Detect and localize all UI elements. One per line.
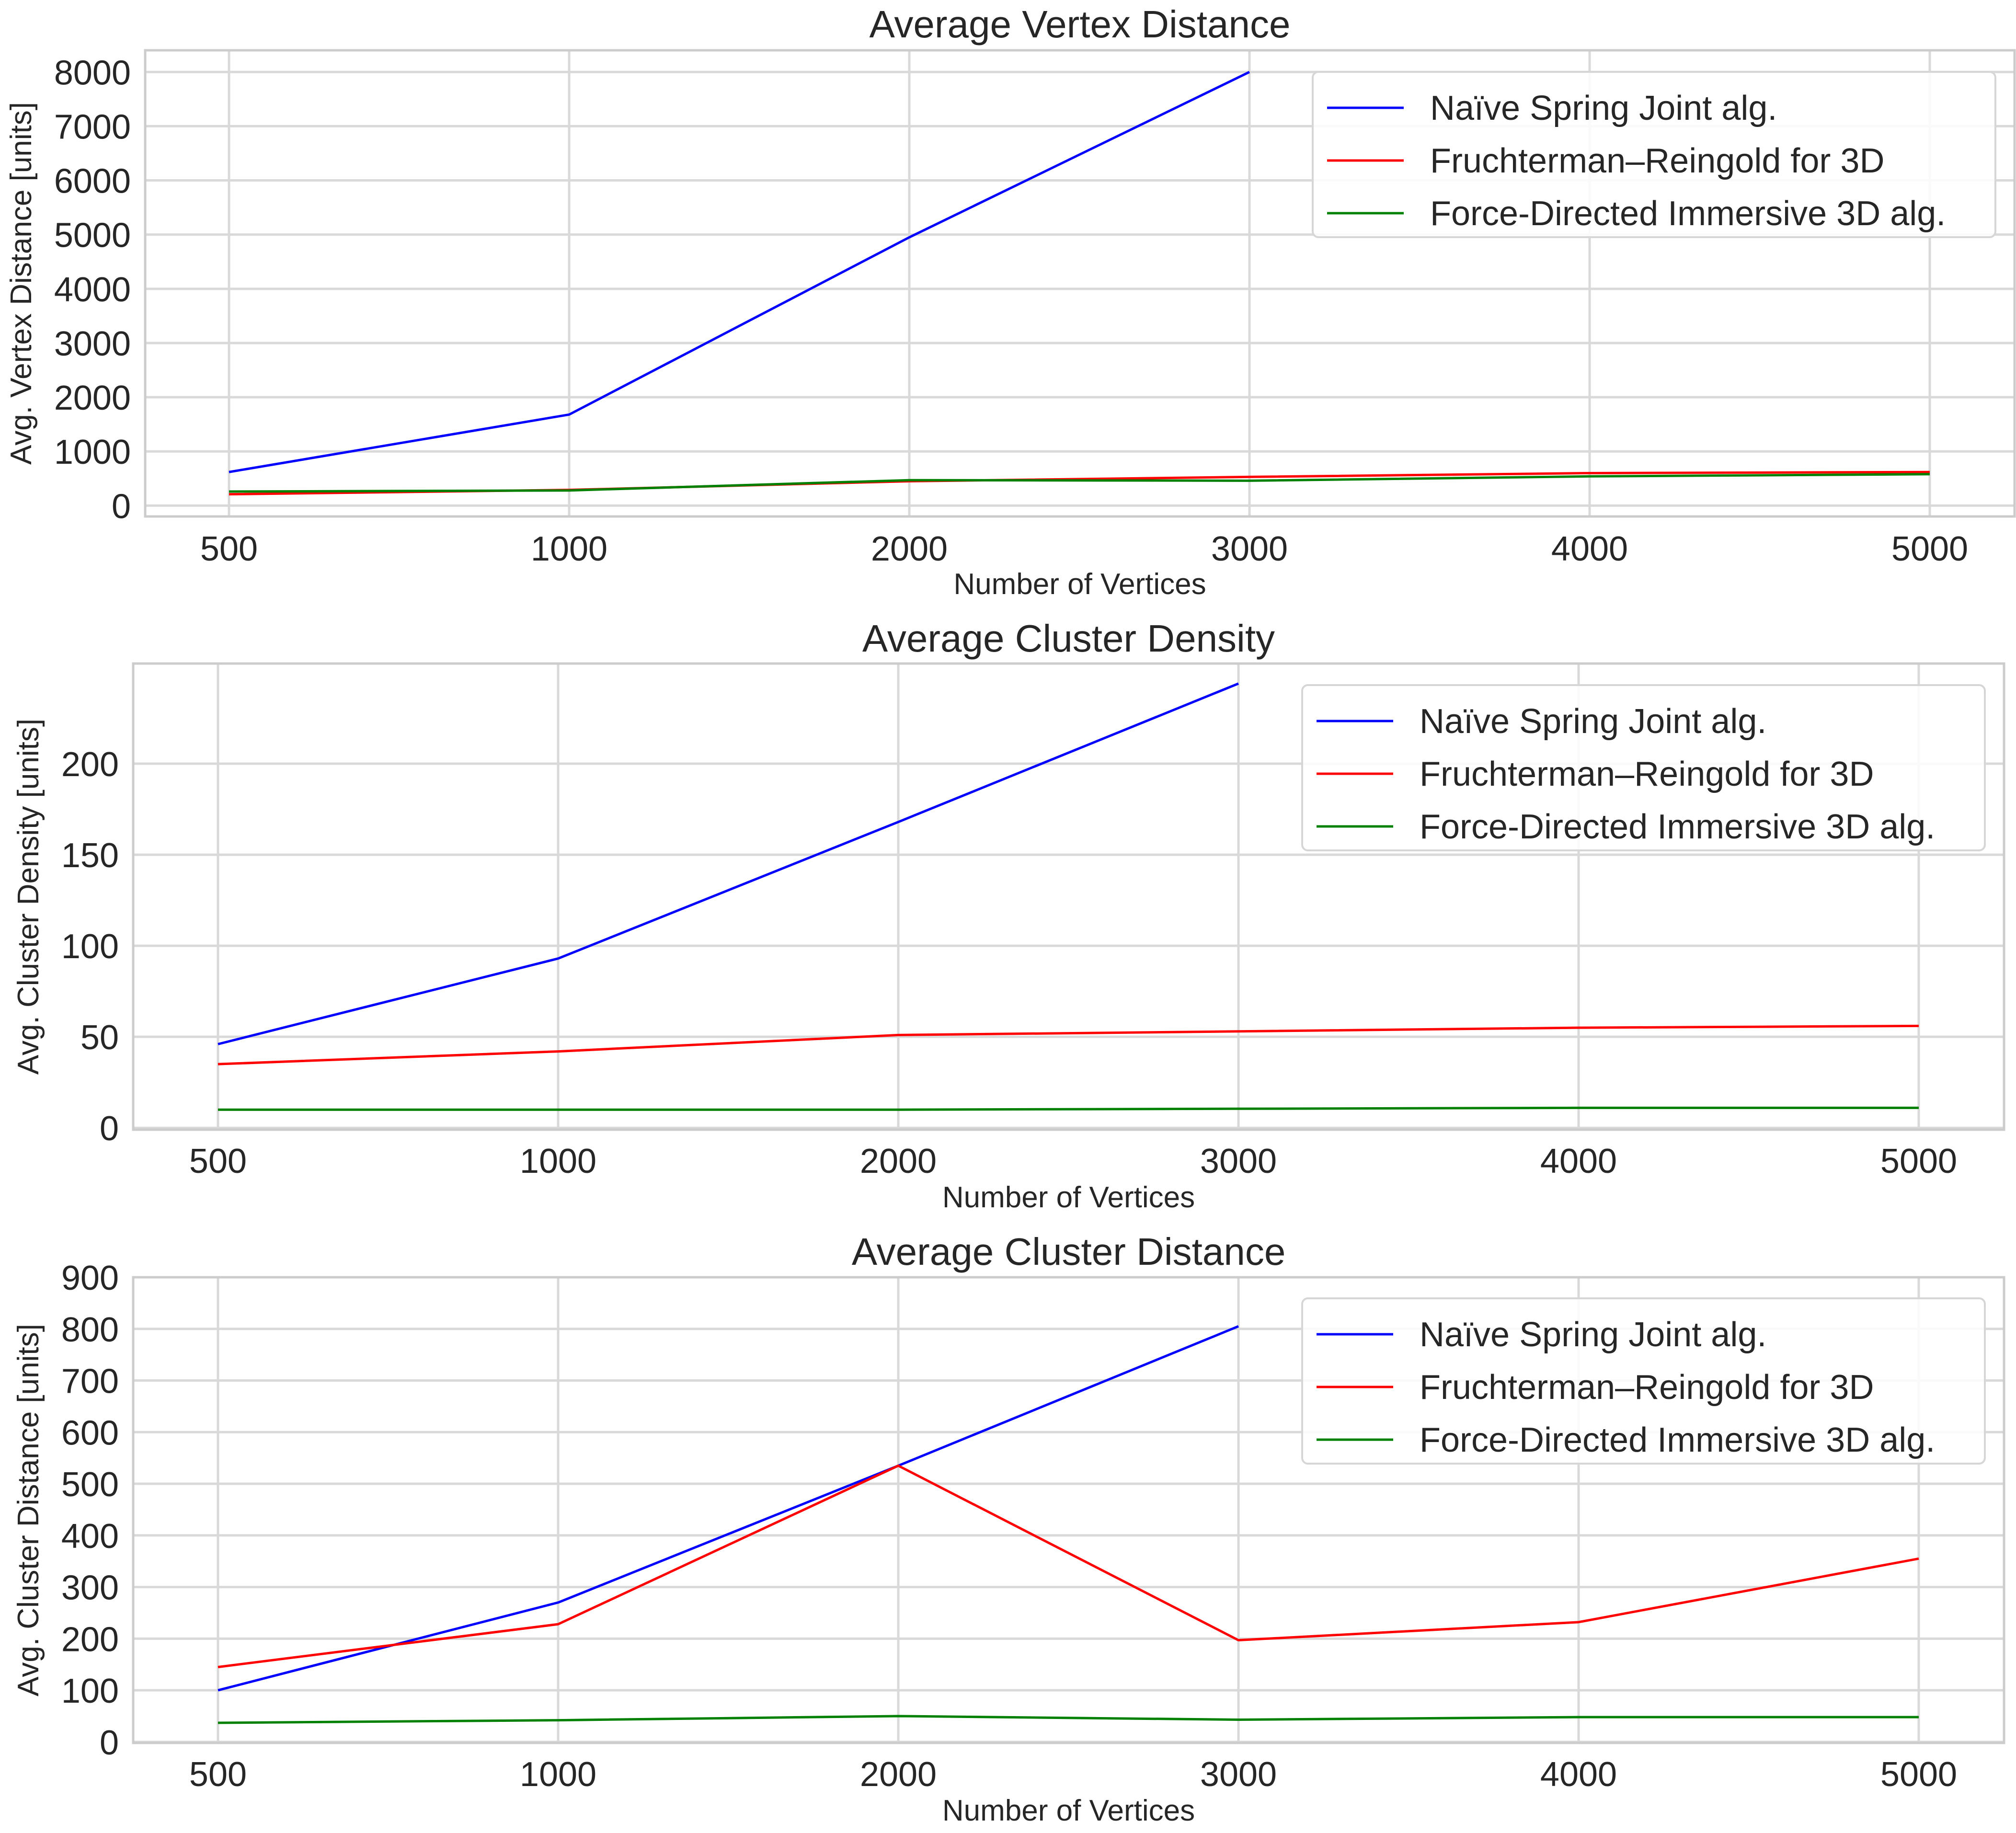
x-tick-label: 5000 xyxy=(1891,530,1968,568)
legend: Naïve Spring Joint alg. Fruchterman–Reing… xyxy=(1301,684,1986,851)
x-tick-label: 2000 xyxy=(871,530,948,568)
series-line-2 xyxy=(218,1024,1919,1065)
series-line-1 xyxy=(218,682,1239,1045)
x-tick-label: 500 xyxy=(189,1755,247,1794)
chart-title: Average Vertex Distance xyxy=(869,3,1290,46)
legend-box xyxy=(1301,1297,1986,1465)
series-line-3 xyxy=(218,1106,1919,1111)
subplot-2: 500 1000 2000 3000 4000 5000 0 50 100 150 200 Avera… xyxy=(12,617,2005,1214)
y-tick-label: 400 xyxy=(61,1517,119,1556)
y-tick-label: 700 xyxy=(61,1363,119,1401)
y-tick-label: 100 xyxy=(61,1672,119,1710)
legend: Naïve Spring Joint alg. Fruchterman–Reing… xyxy=(1312,71,1996,238)
legend-label-3: Force-Directed Immersive 3D alg. xyxy=(1420,808,1935,846)
y-axis-label: Avg. Vertex Distance [units] xyxy=(5,102,38,465)
y-tick-label: 600 xyxy=(61,1414,119,1452)
x-axis-label: Number of Vertices xyxy=(942,1181,1195,1214)
x-tick-label: 2000 xyxy=(860,1142,937,1180)
plot-frame xyxy=(132,662,2005,1131)
y-tick-label: 100 xyxy=(61,928,119,966)
x-tick-label: 5000 xyxy=(1880,1755,1957,1794)
series-line-2 xyxy=(218,1464,1919,1669)
series-line-3 xyxy=(229,473,1930,493)
x-tick-label: 4000 xyxy=(1551,530,1628,568)
x-tick-label: 500 xyxy=(189,1142,247,1180)
x-tick-label: 3000 xyxy=(1200,1755,1277,1794)
y-tick-label: 7000 xyxy=(54,108,131,146)
y-tick-label: 50 xyxy=(80,1019,119,1057)
x-tick-label: 4000 xyxy=(1540,1755,1617,1794)
series-line-3 xyxy=(218,1715,1919,1724)
y-axis-label: Avg. Cluster Density [units] xyxy=(12,719,45,1075)
plot-frame xyxy=(144,49,2016,518)
x-tick-label: 4000 xyxy=(1540,1142,1617,1180)
x-axis-label: Number of Vertices xyxy=(953,568,1206,601)
y-tick-label: 200 xyxy=(61,1620,119,1659)
y-tick-label: 0 xyxy=(100,1110,119,1148)
legend-box xyxy=(1301,684,1986,851)
y-tick-label: 500 xyxy=(61,1466,119,1504)
y-tick-label: 200 xyxy=(61,745,119,784)
legend-box xyxy=(1312,71,1996,238)
series-line-1 xyxy=(229,71,1250,473)
legend-label-3: Force-Directed Immersive 3D alg. xyxy=(1420,1421,1935,1459)
y-tick-label: 5000 xyxy=(54,217,131,255)
legend: Naïve Spring Joint alg. Fruchterman–Reing… xyxy=(1301,1297,1986,1465)
x-tick-label: 1000 xyxy=(531,530,607,568)
chart-title: Average Cluster Distance xyxy=(852,1230,1286,1273)
legend-label-3: Force-Directed Immersive 3D alg. xyxy=(1430,195,1946,233)
y-axis-label: Avg. Cluster Distance [units] xyxy=(12,1324,45,1696)
plot-frame xyxy=(132,1276,2005,1744)
y-tick-label: 800 xyxy=(61,1311,119,1349)
chart-title: Average Cluster Density xyxy=(862,617,1275,660)
legend-label-2: Fruchterman–Reingold for 3D xyxy=(1430,142,1884,180)
y-tick-label: 900 xyxy=(61,1259,119,1297)
y-tick-label: 6000 xyxy=(54,162,131,201)
x-tick-label: 2000 xyxy=(860,1755,937,1794)
subplot-1: 500 1000 2000 3000 4000 5000 0 1000 2000 3000 4000… xyxy=(5,3,2016,601)
x-axis-label: Number of Vertices xyxy=(942,1794,1195,1827)
y-tick-label: 150 xyxy=(61,836,119,875)
legend-label-2: Fruchterman–Reingold for 3D xyxy=(1420,1368,1874,1407)
x-tick-label: 1000 xyxy=(520,1142,596,1180)
y-tick-label: 8000 xyxy=(54,54,131,92)
y-tick-label: 0 xyxy=(100,1724,119,1762)
y-tick-label: 4000 xyxy=(54,271,131,309)
y-tick-label: 2000 xyxy=(54,379,131,417)
x-tick-label: 500 xyxy=(200,530,258,568)
y-tick-label: 3000 xyxy=(54,325,131,363)
y-tick-label: 300 xyxy=(61,1569,119,1607)
legend-label-1: Naïve Spring Joint alg. xyxy=(1420,702,1766,741)
y-tick-label: 1000 xyxy=(54,433,131,471)
x-tick-label: 3000 xyxy=(1200,1142,1277,1180)
x-tick-label: 1000 xyxy=(520,1755,596,1794)
x-tick-label: 3000 xyxy=(1211,530,1288,568)
legend-label-1: Naïve Spring Joint alg. xyxy=(1430,89,1777,127)
legend-label-1: Naïve Spring Joint alg. xyxy=(1420,1316,1766,1354)
legend-label-2: Fruchterman–Reingold for 3D xyxy=(1420,755,1874,793)
subplot-3: 500 1000 2000 3000 4000 5000 0 100 200 300 400 500 6… xyxy=(12,1230,2005,1827)
x-tick-label: 5000 xyxy=(1880,1142,1957,1180)
y-tick-label: 0 xyxy=(112,487,131,526)
